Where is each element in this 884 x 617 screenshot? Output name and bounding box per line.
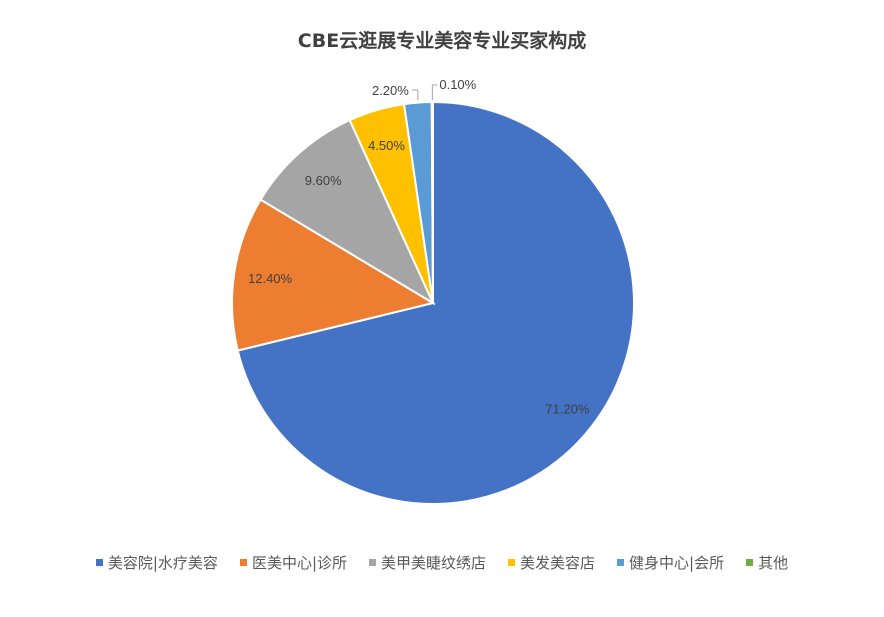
data-label: 2.20% bbox=[372, 83, 409, 98]
legend-item: 美容院|水疗美容 bbox=[95, 552, 218, 573]
pie-slice bbox=[231, 198, 436, 352]
legend-item: 健身中心|会所 bbox=[617, 552, 724, 573]
legend-swatch bbox=[617, 559, 625, 566]
data-label: 71.20% bbox=[545, 402, 590, 417]
legend-item: 医美中心|诊所 bbox=[239, 552, 347, 573]
legend-swatch bbox=[95, 559, 103, 566]
legend-swatch bbox=[746, 559, 754, 566]
pie-slice bbox=[259, 118, 436, 306]
legend-item: 美甲美睫纹绣店 bbox=[369, 552, 486, 573]
leader-line bbox=[431, 84, 438, 101]
legend-label: 美甲美睫纹绣店 bbox=[381, 554, 487, 572]
data-label: 0.10% bbox=[439, 77, 476, 92]
data-label: 4.50% bbox=[368, 138, 405, 153]
leader-line bbox=[411, 89, 419, 101]
pie-slice bbox=[430, 100, 434, 304]
pie-slice bbox=[236, 100, 635, 505]
legend-item: 美发美容店 bbox=[508, 552, 595, 573]
legend-item: 其他 bbox=[746, 552, 788, 573]
data-label: 9.60% bbox=[305, 173, 342, 188]
legend-label: 医美中心|诊所 bbox=[251, 554, 347, 572]
legend-swatch bbox=[239, 559, 247, 566]
legend-swatch bbox=[508, 559, 516, 566]
data-label: 12.40% bbox=[248, 271, 293, 286]
chart-title: CBE云逛展专业美容专业买家构成 bbox=[297, 30, 587, 52]
legend-label: 其他 bbox=[758, 554, 789, 572]
legend: 美容院|水疗美容 医美中心|诊所 美甲美睫纹绣店 美发美容店 健身中心|会所 其他 bbox=[0, 552, 884, 573]
legend-label: 健身中心|会所 bbox=[629, 554, 725, 572]
legend-label: 美容院|水疗美容 bbox=[107, 554, 218, 572]
legend-swatch bbox=[369, 559, 376, 566]
legend-label: 美发美容店 bbox=[520, 554, 596, 572]
